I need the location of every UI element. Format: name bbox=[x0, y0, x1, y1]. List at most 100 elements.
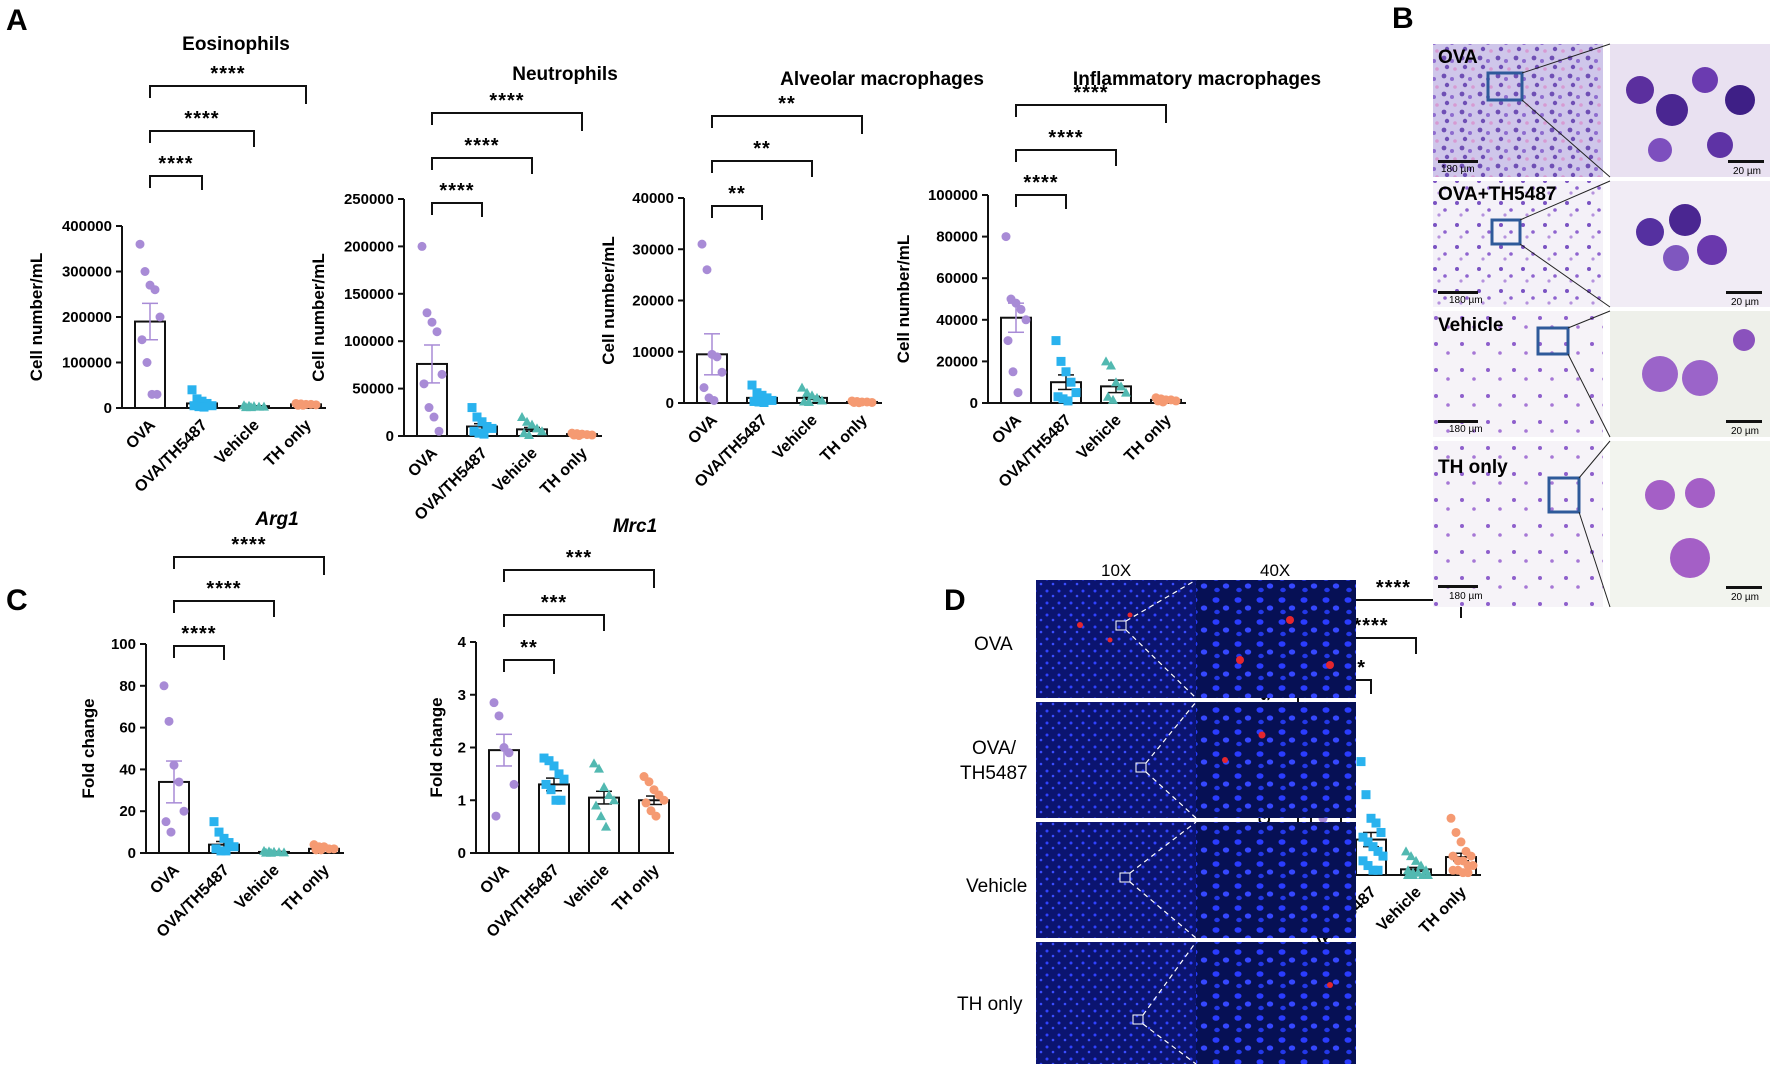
data-point-ova-th5487 bbox=[1358, 832, 1368, 842]
scale-label-low: 180 µm bbox=[1449, 591, 1483, 602]
data-point-vehicle bbox=[524, 430, 534, 440]
y-tick-label: 100000 bbox=[62, 355, 112, 372]
significance-label: **** bbox=[1376, 577, 1411, 599]
fluorescence-40x-th-only bbox=[1196, 942, 1356, 1064]
category-label-vehicle: Vehicle bbox=[770, 412, 821, 463]
data-point-ova bbox=[166, 827, 176, 837]
data-point-ova bbox=[712, 352, 722, 362]
significance-bracket bbox=[149, 175, 203, 190]
data-point-ova bbox=[429, 412, 439, 422]
significance-label: **** bbox=[1048, 127, 1083, 149]
data-point-ova-th5487 bbox=[189, 401, 199, 411]
y-tick-label: 0 bbox=[104, 400, 112, 417]
data-point-ova bbox=[717, 367, 727, 377]
data-point-ova bbox=[179, 806, 189, 816]
category-label-ova: OVA bbox=[685, 411, 721, 447]
data-point-ova-th5487 bbox=[474, 428, 484, 438]
data-point-ova-th5487 bbox=[556, 795, 566, 805]
data-point-ova bbox=[159, 681, 169, 691]
data-point-th-only bbox=[1456, 837, 1466, 847]
data-point-vehicle bbox=[594, 763, 604, 773]
data-point-ova-th5487 bbox=[1373, 846, 1383, 856]
data-point-ova bbox=[432, 327, 442, 337]
micrograph-low-ova bbox=[1433, 44, 1603, 177]
micrograph-label-ova: OVA bbox=[1438, 47, 1478, 68]
data-point-ova-th5487 bbox=[219, 833, 229, 843]
data-point-vehicle bbox=[797, 382, 807, 392]
significance-bracket bbox=[711, 115, 863, 134]
data-point-vehicle bbox=[532, 423, 542, 433]
significance-bracket bbox=[711, 160, 813, 177]
data-point-ova bbox=[137, 335, 147, 345]
scale-label-high: 20 µm bbox=[1731, 426, 1759, 437]
fluorescence-40x-vehicle bbox=[1196, 822, 1356, 938]
data-point-ova bbox=[174, 777, 184, 787]
data-point-ova-th5487 bbox=[1378, 851, 1388, 861]
category-label-ova: OVA bbox=[123, 416, 159, 452]
scale-label-high: 20 µm bbox=[1733, 166, 1761, 177]
y-tick-label: 40000 bbox=[936, 312, 978, 329]
y-tick-label: 3 bbox=[458, 687, 466, 704]
data-point-ova bbox=[142, 358, 152, 367]
data-point-vehicle bbox=[1111, 377, 1121, 387]
data-point-th-only bbox=[1171, 396, 1181, 406]
category-label-vehicle: Vehicle bbox=[562, 862, 613, 913]
significance-bracket bbox=[173, 556, 325, 575]
micrograph-label-ova-th5487: OVA+TH5487 bbox=[1438, 184, 1556, 205]
alveolar-macrophages-chart: Alveolar macrophages 0 10000 20000 30000 4000… bbox=[599, 69, 984, 491]
fluorescence-10x-ova bbox=[1036, 580, 1196, 698]
category-label-vehicle: Vehicle bbox=[232, 862, 283, 913]
data-point-ova bbox=[1003, 336, 1013, 346]
data-point-th-only bbox=[641, 798, 651, 808]
micrograph-row-ova-th5487: OVA+TH5487 180 µm 20 µm bbox=[1433, 180, 1770, 308]
data-point-ova-th5487 bbox=[544, 756, 554, 766]
data-point-vehicle bbox=[1401, 846, 1411, 856]
data-point-ova-th5487 bbox=[541, 779, 551, 789]
fluorescence-40x-ova-th5487 bbox=[1196, 702, 1356, 818]
significance-bracket bbox=[173, 600, 275, 617]
data-point-ova bbox=[491, 811, 501, 821]
data-point-ova-th5487 bbox=[1376, 827, 1386, 837]
data-point-ova-th5487 bbox=[224, 838, 234, 848]
fluorescence-row-label-th-only: TH only bbox=[957, 994, 1023, 1015]
y-axis-label: Cell number/mL bbox=[309, 253, 328, 381]
category-label-ova: OVA bbox=[989, 411, 1025, 447]
data-point-ova-th5487 bbox=[1061, 367, 1071, 377]
significance-bracket bbox=[711, 205, 763, 220]
significance-label: *** bbox=[541, 592, 567, 614]
scale-label-low: 180 µm bbox=[1441, 164, 1475, 175]
micrograph-panel: OVA 180 µm 20 µm OVA+TH5487 180 µm 20 µm bbox=[1433, 43, 1770, 608]
data-point-ova-th5487 bbox=[754, 397, 764, 407]
fluorescence-row-label-vehicle: Vehicle bbox=[966, 876, 1027, 897]
data-point-ova bbox=[702, 265, 712, 275]
category-label-th-only: TH only bbox=[279, 862, 333, 916]
micrograph-low-th-only bbox=[1433, 441, 1603, 607]
data-point-ova-th5487 bbox=[539, 753, 549, 763]
data-point-vehicle bbox=[609, 795, 619, 805]
data-point-ova-th5487 bbox=[1066, 377, 1076, 387]
category-label-vehicle: Vehicle bbox=[212, 417, 263, 468]
significance-bracket bbox=[503, 614, 605, 631]
data-point-ova-th5487 bbox=[757, 390, 767, 400]
significance-label: **** bbox=[158, 153, 193, 175]
data-point-ova bbox=[161, 817, 171, 827]
data-point-ova-th5487 bbox=[1368, 865, 1378, 875]
data-point-ova bbox=[437, 369, 447, 379]
y-tick-label: 2 bbox=[458, 740, 466, 757]
significance-label: **** bbox=[1353, 615, 1388, 637]
data-point-vehicle bbox=[279, 847, 289, 857]
data-point-ova-th5487 bbox=[1371, 818, 1381, 828]
data-point-ova-th5487 bbox=[209, 817, 219, 827]
data-point-ova-th5487 bbox=[546, 785, 556, 795]
y-tick-label: 20 bbox=[119, 803, 136, 820]
data-point-ova-th5487 bbox=[197, 396, 207, 406]
neutrophils-chart: Neutrophils 0 50000 100000 150000 200000 25000… bbox=[309, 64, 618, 524]
data-point-vehicle bbox=[1121, 387, 1131, 397]
data-point-th-only bbox=[1468, 861, 1478, 871]
y-tick-label: 150000 bbox=[344, 286, 394, 303]
zoom-box bbox=[1536, 326, 1570, 356]
data-point-vehicle bbox=[1408, 870, 1418, 879]
data-point-ova bbox=[434, 426, 444, 436]
column-label-40x: 40X bbox=[1260, 561, 1290, 580]
